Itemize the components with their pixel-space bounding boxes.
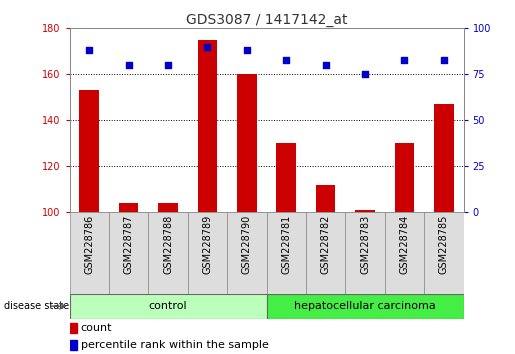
Text: GSM228787: GSM228787: [124, 215, 133, 274]
Bar: [119, 203, 139, 212]
Point: [125, 62, 133, 68]
Point: [321, 62, 330, 68]
Bar: [198, 40, 217, 212]
Text: GSM228782: GSM228782: [321, 215, 331, 274]
Bar: [188, 212, 227, 294]
Bar: [267, 212, 306, 294]
Text: GSM228790: GSM228790: [242, 215, 252, 274]
Bar: [394, 143, 414, 212]
Text: GSM228784: GSM228784: [400, 215, 409, 274]
Bar: [70, 212, 109, 294]
Text: GSM228785: GSM228785: [439, 215, 449, 274]
Text: GSM228783: GSM228783: [360, 215, 370, 274]
Bar: [306, 212, 345, 294]
Bar: [70, 294, 267, 319]
Bar: [237, 74, 256, 212]
Point: [400, 57, 408, 62]
Point: [440, 57, 448, 62]
Bar: [424, 212, 464, 294]
Text: percentile rank within the sample: percentile rank within the sample: [80, 340, 268, 350]
Bar: [355, 210, 375, 212]
Point: [203, 44, 212, 50]
Text: count: count: [80, 323, 112, 333]
Text: GSM228788: GSM228788: [163, 215, 173, 274]
Text: control: control: [149, 301, 187, 311]
Text: hepatocellular carcinoma: hepatocellular carcinoma: [294, 301, 436, 311]
Bar: [70, 340, 77, 350]
Point: [361, 72, 369, 77]
Point: [85, 47, 93, 53]
Bar: [109, 212, 148, 294]
Bar: [267, 294, 464, 319]
Bar: [79, 91, 99, 212]
Bar: [277, 143, 296, 212]
Text: disease state: disease state: [4, 301, 68, 311]
Bar: [70, 323, 77, 333]
Title: GDS3087 / 1417142_at: GDS3087 / 1417142_at: [186, 13, 347, 27]
Point: [164, 62, 172, 68]
Point: [282, 57, 290, 62]
Text: GSM228789: GSM228789: [202, 215, 212, 274]
Bar: [148, 212, 188, 294]
Bar: [316, 185, 335, 212]
Bar: [227, 212, 267, 294]
Bar: [434, 104, 454, 212]
Text: GSM228786: GSM228786: [84, 215, 94, 274]
Text: GSM228781: GSM228781: [281, 215, 291, 274]
Bar: [158, 203, 178, 212]
Point: [243, 47, 251, 53]
Bar: [385, 212, 424, 294]
Bar: [346, 212, 385, 294]
